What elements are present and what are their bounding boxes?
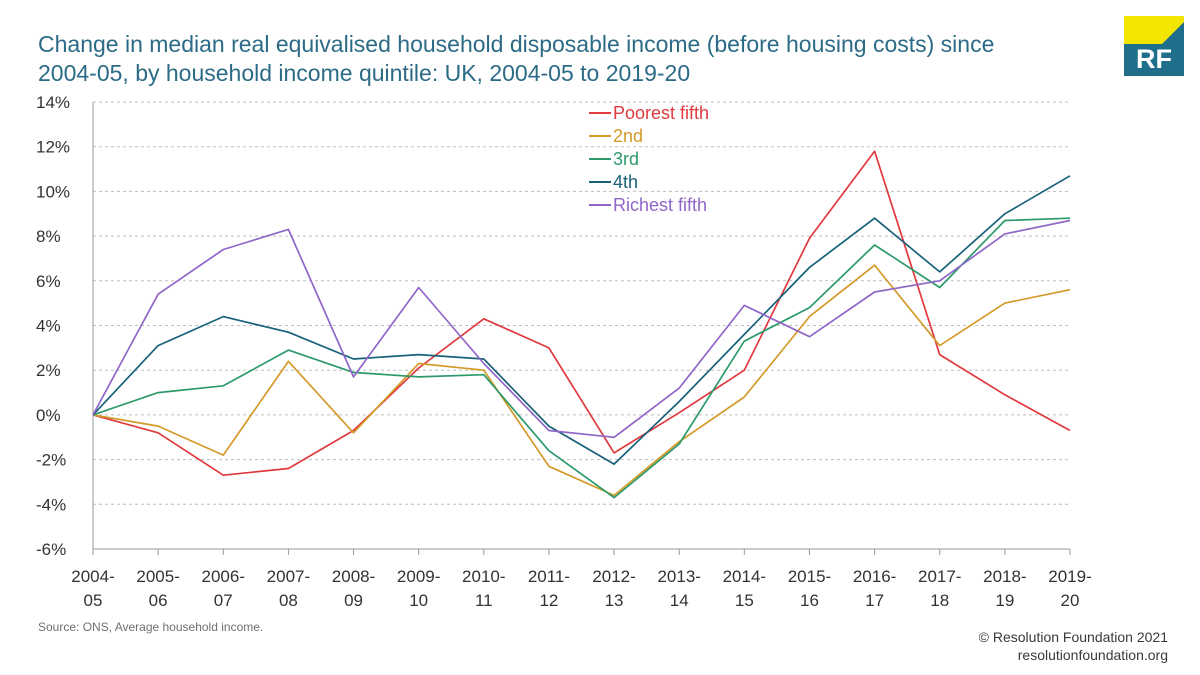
x-tick-label: 2018- — [983, 567, 1026, 586]
y-tick-label: 12% — [36, 138, 70, 157]
legend-label: 3rd — [613, 149, 639, 169]
y-tick-label: -6% — [36, 540, 66, 559]
x-tick-label: 2006- — [202, 567, 245, 586]
copyright-text: © Resolution Foundation 2021 — [978, 629, 1168, 645]
logo-accent-icon — [1124, 16, 1184, 44]
x-tick-label: 2008- — [332, 567, 375, 586]
x-tick-label: 14 — [670, 591, 689, 610]
x-tick-label: 2007- — [267, 567, 310, 586]
x-tick-label: 05 — [84, 591, 103, 610]
x-tick-label: 19 — [995, 591, 1014, 610]
x-tick-label: 10 — [409, 591, 428, 610]
series-line-2 — [92, 264, 1071, 497]
y-tick-label: 14% — [36, 93, 70, 112]
x-tick-label: 13 — [605, 591, 624, 610]
x-tick-label: 2019- — [1048, 567, 1091, 586]
x-tick-label: 09 — [344, 591, 363, 610]
logo-text: RF — [1136, 44, 1172, 74]
legend-label: Poorest fifth — [613, 103, 709, 123]
x-tick-label: 12 — [539, 591, 558, 610]
x-tick-label: 2010- — [462, 567, 505, 586]
x-tick-label: 2015- — [788, 567, 831, 586]
x-tick-label: 2009- — [397, 567, 440, 586]
x-tick-label: 2005- — [136, 567, 179, 586]
source-note: Source: ONS, Average household income. — [38, 620, 264, 634]
website-url: resolutionfoundation.org — [1017, 647, 1168, 663]
series-line-3 — [92, 217, 1071, 499]
series-line-5 — [92, 219, 1071, 439]
resolution-foundation-logo: RF — [1124, 16, 1184, 76]
y-tick-label: -4% — [36, 495, 66, 514]
legend-label: 2nd — [613, 126, 643, 146]
y-tick-label: 0% — [36, 406, 61, 425]
x-tick-label: 2011- — [528, 567, 570, 586]
x-tick-label: 2014- — [723, 567, 766, 586]
y-tick-label: 10% — [36, 182, 70, 201]
x-tick-label: 17 — [865, 591, 884, 610]
x-tick-label: 18 — [930, 591, 949, 610]
x-tick-label: 06 — [149, 591, 168, 610]
x-tick-label: 2017- — [918, 567, 961, 586]
y-tick-label: 8% — [36, 227, 61, 246]
x-tick-label: 2004- — [71, 567, 114, 586]
series-line-1 — [92, 150, 1071, 477]
x-tick-label: 11 — [475, 591, 493, 610]
x-tick-label: 16 — [800, 591, 819, 610]
x-tick-label: 08 — [279, 591, 298, 610]
series-line-4 — [92, 175, 1071, 465]
y-tick-label: 4% — [36, 317, 61, 336]
y-tick-label: 6% — [36, 272, 61, 291]
x-tick-label: 15 — [735, 591, 754, 610]
x-tick-label: 2012- — [592, 567, 635, 586]
x-tick-label: 20 — [1061, 591, 1080, 610]
y-tick-label: -2% — [36, 451, 66, 470]
legend-label: 4th — [613, 172, 638, 192]
x-tick-label: 2013- — [657, 567, 700, 586]
legend-label: Richest fifth — [613, 195, 707, 215]
chart-title: Change in median real equivalised househ… — [38, 30, 1078, 88]
copyright-block: © Resolution Foundation 2021 resolutionf… — [979, 628, 1168, 664]
chart-title-line-1: Change in median real equivalised househ… — [38, 31, 995, 57]
x-tick-label: 2016- — [853, 567, 896, 586]
chart-title-line-2: 2004-05, by household income quintile: U… — [38, 60, 691, 86]
y-tick-label: 2% — [36, 361, 61, 380]
x-tick-label: 07 — [214, 591, 233, 610]
